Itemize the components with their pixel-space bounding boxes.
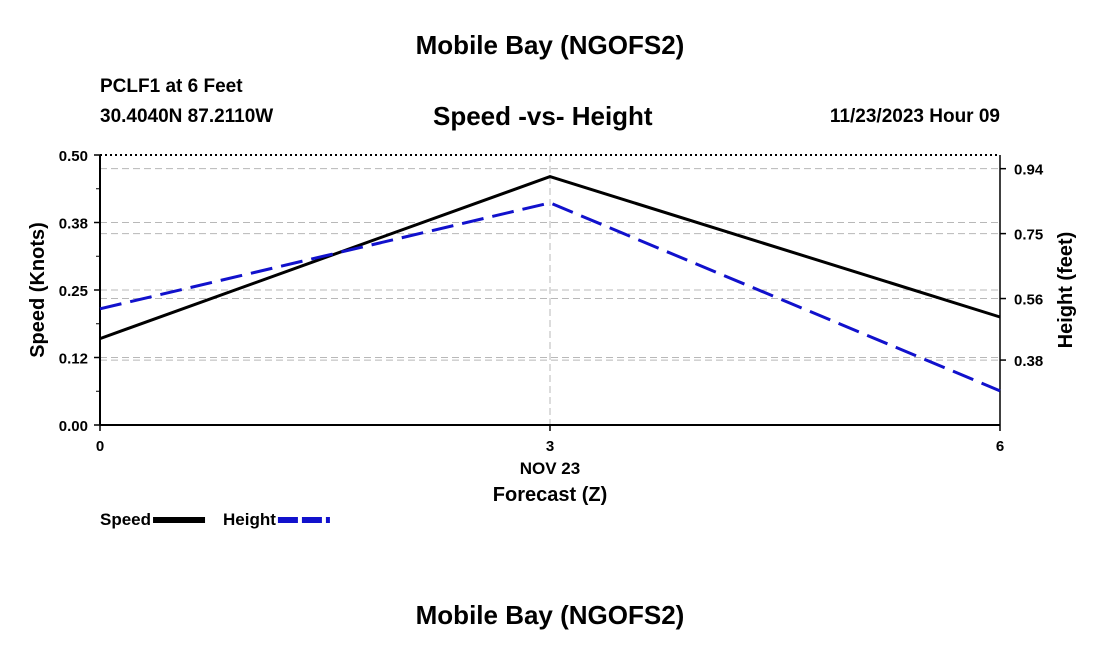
station-label: PCLF1 at 6 Feet: [100, 76, 243, 97]
tick-label-right-1: 0.56: [1014, 292, 1043, 309]
tick-label-x-1: 3: [546, 438, 554, 455]
tick-label-left-2: 0.25: [59, 283, 88, 300]
tick-label-right-0: 0.38: [1014, 353, 1043, 370]
page-title-bottom: Mobile Bay (NGOFS2): [415, 600, 685, 630]
tick-label-x-2: 6: [996, 438, 1004, 455]
series-line-height: [99, 201, 1001, 393]
page-title: Mobile Bay (NGOFS2): [415, 30, 685, 60]
series-line-speed: [99, 175, 1001, 341]
tick-label-right-2: 0.75: [1014, 227, 1043, 244]
tick-label-left-0: 0.00: [59, 418, 88, 435]
tick-label-x-0: 0: [96, 438, 104, 455]
x-axis-label: Forecast (Z): [493, 484, 607, 506]
forecast-datetime: 11/23/2023 Hour 09: [829, 106, 1000, 127]
tick-label-left-1: 0.12: [59, 351, 88, 368]
y-axis-label-left: Speed (Knots): [27, 222, 49, 358]
coordinates-label: 30.4040N 87.2110W: [100, 106, 274, 127]
y-axis-label-right: Height (feet): [1055, 232, 1077, 349]
tick-label-right-3: 0.94: [1014, 162, 1044, 179]
tick-label-left-3: 0.38: [59, 216, 88, 233]
legend-label-speed: Speed: [100, 510, 151, 529]
legend-label-height: Height: [223, 510, 276, 529]
x-axis-sublabel: NOV 23: [520, 459, 580, 478]
tick-label-left-4: 0.50: [59, 148, 88, 165]
chart-title: Speed -vs- Height: [433, 101, 653, 131]
